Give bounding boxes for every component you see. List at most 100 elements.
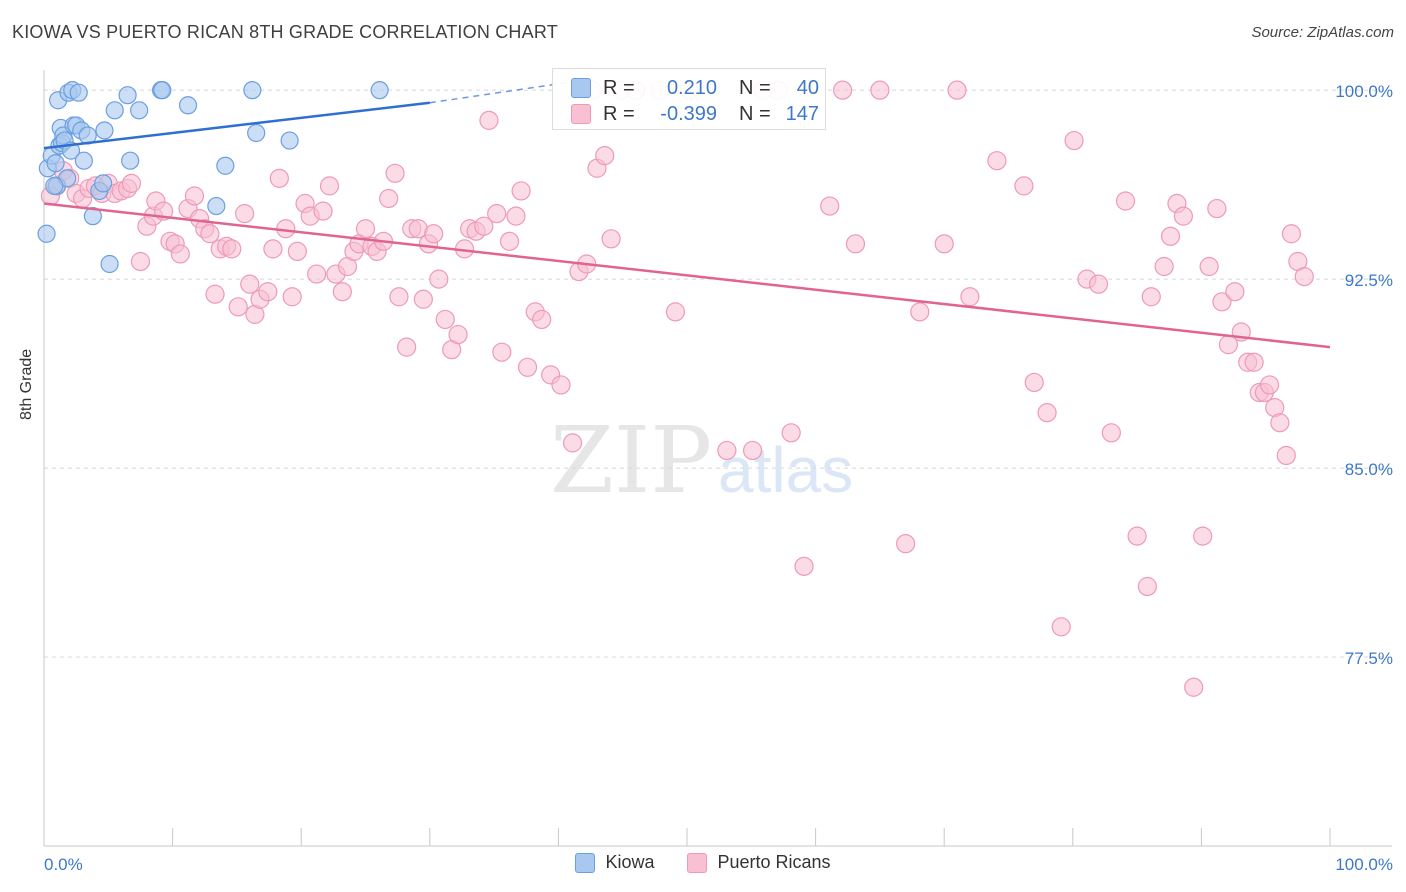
kiowa-trend-line — [43, 101, 430, 150]
puerto-rican-point — [987, 151, 1007, 171]
puerto-rican-point — [474, 216, 494, 236]
puerto-rican-point — [435, 309, 455, 330]
puerto-rican-point — [228, 297, 248, 317]
legend-item-kiowa[interactable]: Kiowa — [575, 852, 654, 873]
puerto-rican-point — [269, 168, 289, 188]
puerto-rican-point — [240, 274, 260, 294]
puerto-rican-point — [1160, 226, 1181, 246]
puerto-rican-point — [448, 324, 468, 345]
puerto-n-value: 147 — [785, 102, 819, 125]
puerto-rican-point — [205, 284, 225, 304]
puerto-rican-point — [1184, 677, 1204, 697]
kiowa-point — [94, 174, 113, 193]
source-label: Source: ZipAtlas.com — [1251, 24, 1394, 41]
kiowa-point — [121, 151, 140, 170]
y-tick-labels: 100.0% 92.5% 85.0% 77.5% — [1335, 82, 1393, 668]
puerto-rican-point — [794, 556, 814, 576]
puerto-rican-point — [562, 433, 583, 453]
puerto-rican-point — [934, 234, 954, 254]
x-tick-labels: 0.0% 100.0% — [44, 855, 1393, 874]
y-tick-label: 92.5% — [1345, 271, 1393, 290]
puerto-rican-point — [1294, 266, 1314, 287]
puerto-rican-point — [947, 80, 967, 100]
puerto-rican-point — [355, 219, 376, 239]
axes — [43, 70, 1392, 847]
puerto-rican-point — [532, 309, 552, 330]
kiowa-point — [247, 123, 266, 143]
kiowa-point — [370, 81, 389, 100]
puerto-r-label: R = — [603, 102, 635, 125]
kiowa-point — [37, 224, 56, 243]
legend-item-puerto[interactable]: Puerto Ricans — [687, 852, 831, 873]
puerto-rican-point — [200, 224, 220, 244]
puerto-rican-point — [665, 302, 686, 322]
legend-kiowa-swatch — [575, 852, 596, 873]
kiowa-point — [46, 154, 65, 173]
puerto-rican-point — [263, 239, 283, 259]
kiowa-point — [178, 96, 198, 115]
y-tick-label: 100.0% — [1335, 82, 1393, 101]
puerto-rican-point — [717, 440, 737, 461]
puerto-rican-point — [517, 357, 538, 377]
puerto-rican-point — [551, 375, 571, 395]
puerto-rican-point — [1276, 445, 1296, 466]
puerto-rican-point — [960, 287, 980, 307]
puerto-rican-point — [319, 176, 340, 196]
stats-legend: R = 0.210 N = 40 R = -0.399 N = 147 — [552, 68, 826, 130]
puerto-rican-point — [389, 287, 409, 307]
watermark-zip: ZIP — [550, 407, 712, 514]
puerto-rican-point — [896, 534, 916, 554]
x-tick-label-max: 100.0% — [1335, 855, 1393, 874]
puerto-rican-point — [1064, 130, 1084, 151]
kiowa-series — [37, 81, 389, 274]
puerto-rican-point — [499, 231, 520, 251]
puerto-rican-point — [1127, 526, 1147, 546]
puerto-rican-point — [1154, 256, 1174, 277]
trend-lines — [43, 79, 1331, 349]
puerto-rican-point — [1014, 176, 1034, 196]
bottom-legend: Kiowa Puerto Ricans — [0, 852, 1406, 878]
legend-puerto-swatch — [687, 852, 708, 873]
puerto-rican-point — [385, 163, 405, 183]
kiowa-point — [74, 151, 93, 170]
kiowa-point — [243, 81, 262, 100]
puerto-rican-point — [601, 229, 621, 249]
puerto-rican-point — [1101, 423, 1121, 443]
puerto-rican-point — [235, 204, 255, 224]
kiowa-n-label: N = — [739, 76, 771, 99]
puerto-rican-point — [130, 251, 151, 272]
puerto-n-label: N = — [739, 102, 771, 125]
puerto-rican-point — [1141, 287, 1161, 307]
puerto-rican-point — [506, 206, 526, 226]
watermark: ZIP atlas — [550, 407, 853, 514]
puerto-rican-point — [313, 201, 333, 221]
kiowa-point — [95, 121, 114, 140]
puerto-rican-point — [1225, 282, 1245, 302]
puerto-rican-point — [479, 110, 499, 130]
puerto-rican-point — [397, 337, 417, 357]
puerto-rican-point — [1088, 274, 1109, 294]
kiowa-trend-extension — [429, 79, 585, 104]
puerto-rican-point — [1115, 191, 1136, 211]
puerto-r-value: -0.399 — [660, 102, 717, 125]
puerto-rican-point — [184, 186, 205, 206]
puerto-rican-point — [1024, 372, 1044, 393]
stats-row-kiowa: R = 0.210 N = 40 — [571, 75, 819, 101]
kiowa-r-label: R = — [603, 76, 635, 99]
puerto-rican-point — [742, 440, 763, 461]
puerto-rican-point — [1270, 413, 1290, 433]
grid-lines — [44, 89, 1392, 658]
puerto-rican-point — [487, 204, 507, 224]
puerto-rican-point — [1199, 256, 1219, 277]
puerto-rican-point — [379, 188, 399, 209]
puerto-rican-point — [429, 269, 449, 289]
puerto-rican-series — [40, 80, 1314, 697]
puerto-rican-point — [1137, 576, 1157, 597]
kiowa-point — [130, 101, 149, 120]
kiowa-point — [83, 207, 102, 226]
puerto-rican-point — [222, 239, 242, 259]
chart-title: KIOWA VS PUERTO RICAN 8TH GRADE CORRELAT… — [12, 22, 558, 42]
kiowa-point — [45, 176, 64, 195]
puerto-rican-point — [781, 423, 801, 443]
